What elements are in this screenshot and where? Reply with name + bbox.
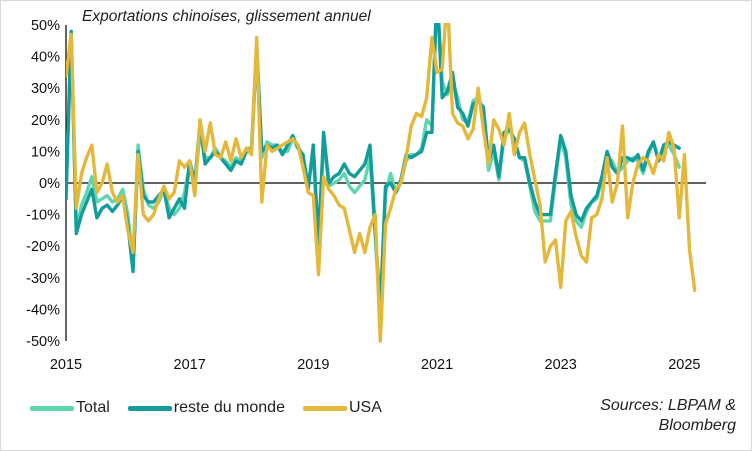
y-tick-label: 20% xyxy=(31,113,60,129)
x-axis-ticks: 2015 2017 2019 2021 2023 2025 xyxy=(50,357,701,373)
legend-label-usa: USA xyxy=(348,399,382,416)
x-tick-label: 2015 xyxy=(50,357,82,373)
source-line-2: Bloomberg xyxy=(658,417,736,434)
series-lines xyxy=(66,23,697,343)
legend-swatch-usa xyxy=(302,405,347,411)
y-tick-label: 10% xyxy=(31,144,60,160)
y-tick-label: 30% xyxy=(31,81,60,97)
y-tick-label: 0% xyxy=(39,176,60,192)
source-line-1: Sources: LBPAM & xyxy=(600,397,736,414)
y-axis-ticks: -50% -40% -30% -20% -10% 0% 10% 20% 30% 40% 50% xyxy=(26,18,60,350)
x-tick-label: 2019 xyxy=(297,357,329,373)
legend-swatch-total xyxy=(30,405,74,411)
legend: Total reste du monde USA xyxy=(30,399,400,417)
series-line-reste-du-monde xyxy=(66,23,681,312)
series-line-total xyxy=(66,23,681,321)
y-tick-label: -40% xyxy=(26,302,60,318)
x-tick-label: 2025 xyxy=(668,357,700,373)
y-tick-label: -10% xyxy=(26,208,60,224)
x-tick-label: 2021 xyxy=(421,357,453,373)
legend-label-total: Total xyxy=(76,399,110,416)
x-tick-label: 2023 xyxy=(545,357,577,373)
chart-title: Exportations chinoises, glissement annue… xyxy=(82,8,371,25)
legend-item-reste-du-monde: reste du monde xyxy=(127,399,285,417)
y-tick-label: 40% xyxy=(31,50,60,66)
legend-swatch-reste-du-monde xyxy=(127,405,172,411)
y-tick-label: -50% xyxy=(26,334,60,350)
y-tick-label: 50% xyxy=(31,18,60,34)
x-tick-label: 2017 xyxy=(174,357,206,373)
legend-item-total: Total xyxy=(30,399,110,417)
legend-label-reste-du-monde: reste du monde xyxy=(173,399,285,416)
y-tick-label: -20% xyxy=(26,239,60,255)
y-tick-label: -30% xyxy=(26,271,60,287)
source-note: Sources: LBPAM & Bloomberg xyxy=(600,396,736,436)
legend-item-usa: USA xyxy=(302,399,382,417)
series-line-usa xyxy=(66,23,697,343)
